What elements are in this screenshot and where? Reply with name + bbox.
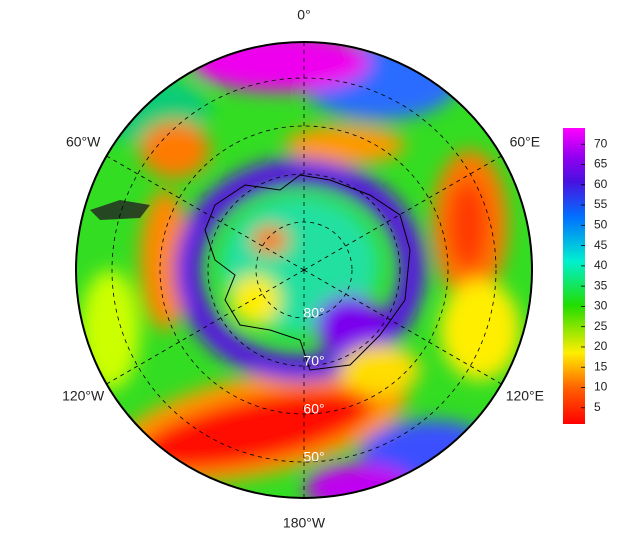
longitude-label: 0°: [297, 7, 310, 23]
meridian: [106, 155, 305, 271]
meridian: [106, 269, 305, 385]
meridian: [303, 269, 502, 385]
parallel: [159, 125, 449, 415]
colorbar-tick-label: 70: [594, 136, 608, 150]
colorbar-tick-label: 15: [594, 359, 608, 373]
colorbar: [563, 128, 585, 424]
longitude-label: 180°W: [283, 515, 326, 531]
colorbar-tick-label: 35: [594, 278, 608, 292]
colorbar-tick-label: 20: [594, 339, 608, 353]
colorbar-tick-label: 45: [594, 238, 608, 252]
longitude-label: 120°W: [62, 388, 105, 404]
coastline: [204, 174, 411, 371]
colorbar-ticks: 5 10 15 20 25 30 35 40 45 50 55 60 65 70: [581, 136, 608, 414]
colorbar-tick-label: 65: [594, 157, 608, 171]
field: [76, 42, 532, 498]
colorbar-tick-label: 25: [594, 319, 608, 333]
longitude-label: 60°W: [66, 134, 101, 150]
colorbar-tick-label: 60: [594, 177, 608, 191]
latitude-label: 70°: [303, 353, 324, 369]
coastline: [90, 200, 150, 220]
latitude-label: 60°: [303, 401, 324, 417]
colorbar-tick-label: 55: [594, 197, 608, 211]
meridian: [303, 155, 502, 271]
colorbar-tick-label: 30: [594, 299, 608, 313]
map-border: [75, 41, 533, 499]
colorbar-tick-label: 5: [594, 400, 601, 414]
latitude-label: 80°: [303, 305, 324, 321]
colorbar-tick-label: 50: [594, 217, 608, 231]
parallel: [255, 221, 353, 319]
latitude-label: 50°: [303, 449, 324, 465]
colorbar-tick-label: 10: [594, 380, 608, 394]
parallel: [111, 77, 497, 463]
colorbar-tick-label: 40: [594, 258, 608, 272]
longitude-label: 120°E: [506, 388, 544, 404]
parallel: [207, 173, 401, 367]
longitude-label: 60°E: [510, 134, 541, 150]
graticule: 0° 60°E 120°E 180°W 120°W 60°W 80° 70° 60° 50°: [62, 7, 544, 531]
